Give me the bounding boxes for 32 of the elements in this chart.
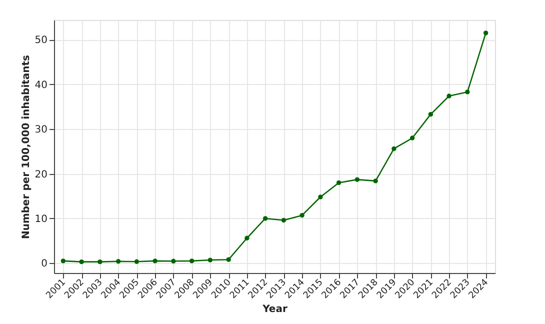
point: [300, 212, 304, 218]
point: [208, 258, 213, 262]
y-tick-label: 40: [34, 80, 48, 91]
point: [410, 136, 415, 140]
y-axis-title: Number per 100,000 inhabitants: [20, 54, 32, 240]
point: [428, 112, 434, 117]
point: [373, 178, 378, 184]
y-tick-label: 50: [34, 35, 48, 46]
point: [483, 30, 488, 36]
point: [281, 218, 286, 223]
point: [262, 216, 268, 221]
point: [171, 258, 176, 264]
point: [60, 258, 66, 264]
point: [318, 194, 323, 200]
point: [336, 180, 342, 186]
point: [226, 257, 231, 262]
point: [392, 146, 396, 152]
point: [134, 259, 140, 264]
point: [98, 259, 102, 264]
x-axis-title: Year: [262, 304, 288, 316]
y-tick-label: 0: [41, 258, 48, 270]
y-tick-label: 10: [34, 214, 48, 225]
y-tick-label: 30: [34, 124, 48, 136]
point: [446, 94, 452, 98]
point: [116, 259, 121, 264]
point: [354, 177, 360, 182]
point: [152, 258, 158, 264]
point: [189, 258, 194, 264]
y-tick-label: 20: [34, 169, 48, 180]
point: [79, 259, 84, 264]
point: [244, 236, 250, 240]
point: [465, 90, 470, 94]
